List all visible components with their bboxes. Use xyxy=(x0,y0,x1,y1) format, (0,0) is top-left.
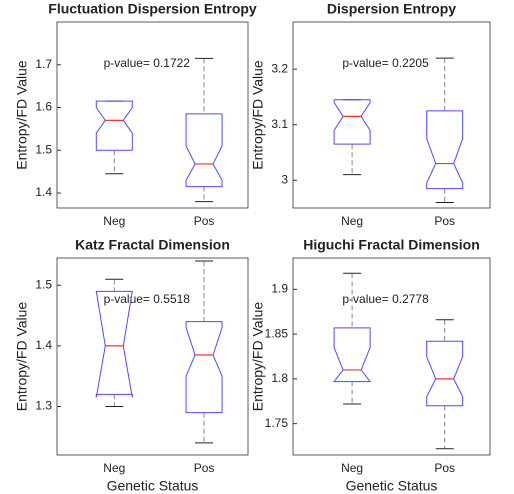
x-tick-label: Pos xyxy=(434,214,455,228)
chart-title: Fluctuation Dispersion Entropy xyxy=(48,1,257,17)
box xyxy=(426,110,464,190)
annotation: p-value= 0.2205 xyxy=(342,56,429,70)
x-tick-label: Neg xyxy=(341,461,363,475)
y-tick-label: 3 xyxy=(281,172,288,186)
y-tick-label: 1.6 xyxy=(35,100,52,114)
plot-area xyxy=(292,21,491,209)
box xyxy=(95,290,133,398)
plot-area xyxy=(56,21,249,209)
y-tick-label: 1.5 xyxy=(35,142,52,156)
chart-title: Dispersion Entropy xyxy=(327,1,456,17)
annotation: p-value= 0.2778 xyxy=(342,292,429,306)
y-tick-label: 1.5 xyxy=(35,277,52,291)
y-tick-label: 1.85 xyxy=(265,326,289,340)
y-tick-label: 1.4 xyxy=(35,338,52,352)
x-axis-label: Genetic Status xyxy=(346,478,438,494)
box xyxy=(426,340,464,407)
annotation: p-value= 0.1722 xyxy=(104,56,191,70)
y-tick-label: 1.9 xyxy=(271,282,288,296)
y-axis-label: Entropy/FD Value xyxy=(14,60,30,170)
y-axis-label: Entropy/FD Value xyxy=(250,302,266,412)
box xyxy=(333,99,371,145)
y-tick-label: 1.7 xyxy=(35,57,52,71)
box xyxy=(185,113,223,188)
box xyxy=(95,100,133,151)
plot-area xyxy=(56,257,249,456)
y-axis-label: Entropy/FD Value xyxy=(14,302,30,412)
x-axis-label: Genetic Status xyxy=(107,478,199,494)
y-tick-label: 1.3 xyxy=(35,399,52,413)
annotation: p-value= 0.5518 xyxy=(104,292,191,306)
y-tick-label: 1.75 xyxy=(265,416,289,430)
x-tick-label: Neg xyxy=(341,214,363,228)
x-tick-label: Pos xyxy=(194,214,215,228)
y-tick-label: 3.1 xyxy=(271,117,288,131)
chart-title: Katz Fractal Dimension xyxy=(75,237,230,253)
y-tick-label: 1.8 xyxy=(271,371,288,385)
chart-title: Higuchi Fractal Dimension xyxy=(303,237,480,253)
plot-area xyxy=(292,257,491,456)
x-tick-label: Pos xyxy=(434,461,455,475)
y-tick-label: 3.2 xyxy=(271,61,288,75)
x-tick-label: Neg xyxy=(103,461,125,475)
y-tick-label: 1.4 xyxy=(35,185,52,199)
x-tick-label: Neg xyxy=(103,214,125,228)
x-tick-label: Pos xyxy=(194,461,215,475)
box xyxy=(333,327,372,383)
y-axis-label: Entropy/FD Value xyxy=(250,60,266,170)
box xyxy=(185,321,223,414)
